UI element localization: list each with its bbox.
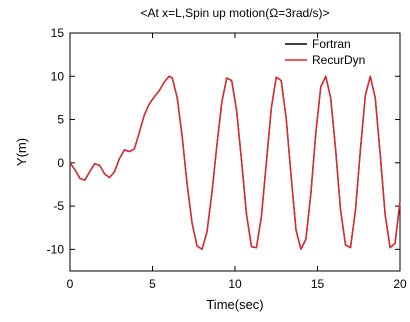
y-tick-label: 15: [51, 26, 65, 40]
y-tick-label: -10: [47, 242, 65, 256]
y-axis-label: Y(m): [14, 138, 29, 166]
chart-title: <At x=L,Spin up motion(Ω=3rad/s)>: [140, 6, 329, 20]
x-axis-label: Time(sec): [206, 297, 263, 312]
x-tick-label: 20: [393, 277, 407, 291]
x-tick-label: 10: [228, 277, 242, 291]
plot-frame: [69, 32, 401, 272]
y-tick-label: 5: [57, 113, 64, 127]
axis-ticks: 0 5 10 15 20 -10 -5 0 5 10 15: [47, 26, 407, 291]
y-tick-label: -5: [53, 199, 64, 213]
series-line-recurdyn: [69, 75, 401, 251]
y-tick-label: 0: [57, 156, 64, 170]
x-tick-label: 15: [311, 277, 325, 291]
x-tick-label: 0: [67, 277, 74, 291]
legend-label-fortran: Fortran: [312, 37, 351, 51]
legend-label-recurdyn: RecurDyn: [312, 53, 365, 67]
series-group: [69, 75, 401, 251]
x-tick-label: 5: [149, 277, 156, 291]
legend: Fortran RecurDyn: [285, 37, 365, 67]
y-tick-label: 10: [51, 69, 65, 83]
